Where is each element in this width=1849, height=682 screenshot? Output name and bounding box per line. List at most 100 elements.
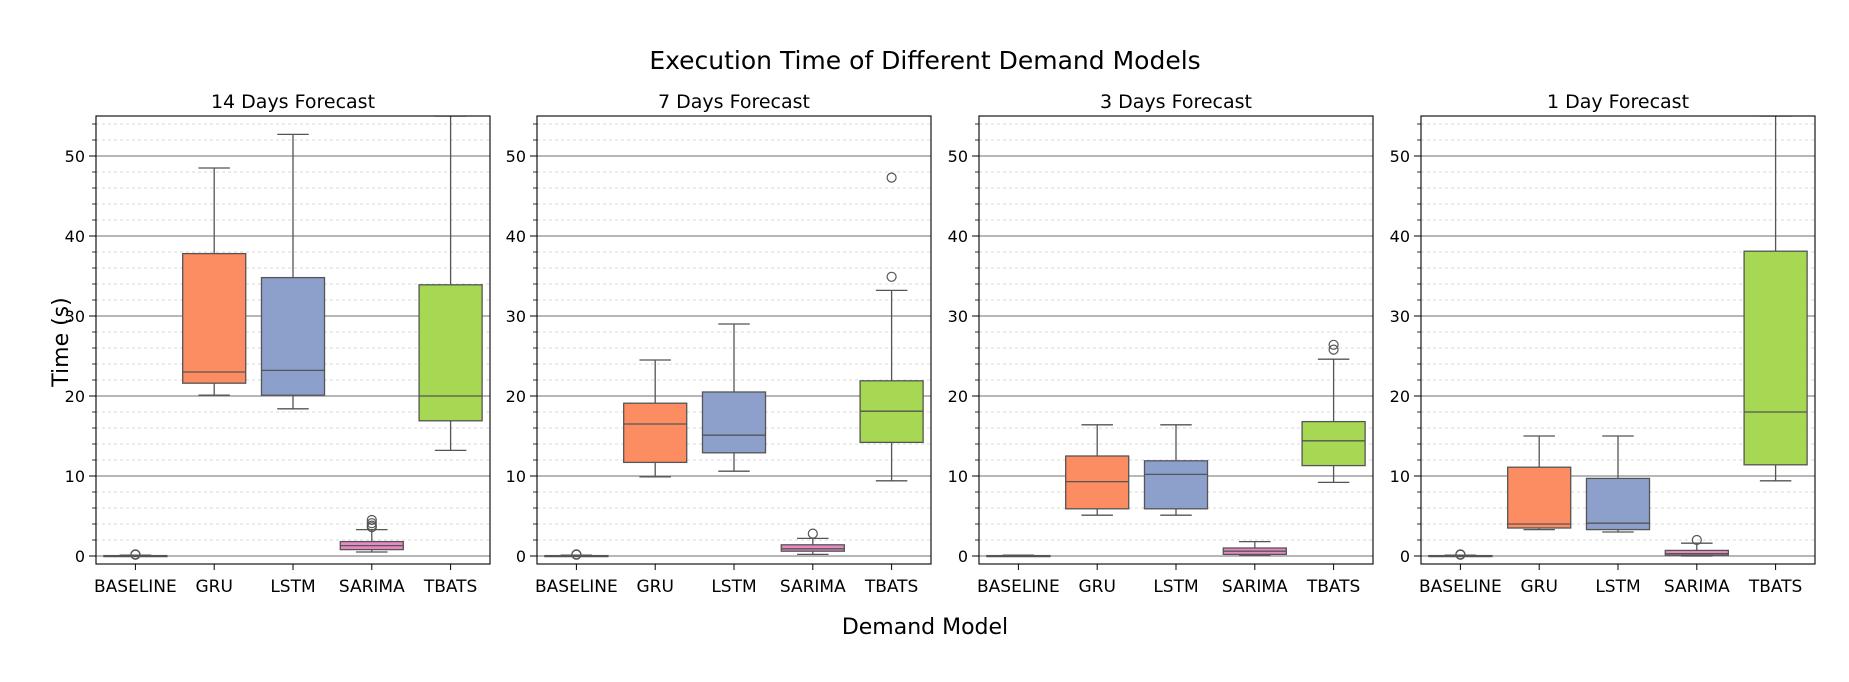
outlier-point (886, 271, 897, 282)
panel-title: 3 Days Forecast (1100, 91, 1252, 113)
panel-title: 7 Days Forecast (658, 91, 810, 113)
box-lstm (1143, 424, 1209, 516)
box-baseline (544, 549, 609, 560)
outlier-point (1328, 339, 1339, 350)
x-tick-label: SARIMA (339, 577, 405, 597)
iqr-box (1143, 460, 1209, 510)
x-tick-label: SARIMA (1222, 577, 1288, 597)
panel-4: 0 10 20 30 40 50 BASELINE GRU LSTM SARIMA TBATS 1 D… (1390, 91, 1816, 597)
x-tick-label: LSTM (270, 577, 315, 597)
iqr-box (1065, 455, 1130, 510)
axes-frame (95, 115, 491, 565)
panels: 0 10 20 30 40 50 BASELINE GRU LSTM SARIMA TBATS 14 … (65, 91, 1816, 597)
box-baseline (1428, 549, 1493, 560)
axes-frame (978, 115, 1374, 565)
y-tick-label: 0 (75, 547, 85, 566)
y-tick-label: 10 (506, 467, 526, 486)
y-tick-label: 40 (65, 227, 85, 246)
x-tick-label: LSTM (1153, 577, 1198, 597)
x-tick-label: SARIMA (780, 577, 846, 597)
axes-frame (1420, 115, 1816, 565)
y-tick-label: 30 (506, 307, 526, 326)
box-gru (623, 359, 688, 478)
outlier-point (1691, 534, 1702, 546)
panel-3: 0 10 20 30 40 50 BASELINE GRU LSTM SARIMA TBATS 3 D… (948, 91, 1374, 597)
x-tick-label: GRU (1078, 577, 1115, 597)
box-lstm (260, 133, 326, 410)
axes-frame (536, 115, 932, 565)
y-tick-label: 20 (948, 387, 968, 406)
y-tick-label: 50 (1390, 147, 1410, 166)
box-tbats (1743, 116, 1808, 482)
iqr-box (418, 284, 483, 422)
box-sarima (1664, 534, 1729, 557)
x-tick-label: BASELINE (94, 577, 177, 597)
y-tick-label: 10 (1390, 467, 1410, 486)
outlier-point (130, 549, 141, 560)
y-tick-label: 50 (506, 147, 526, 166)
iqr-box (1664, 549, 1729, 556)
y-axis-label: Time (s) (49, 297, 74, 387)
box-tbats (418, 116, 483, 452)
iqr-box (1743, 250, 1808, 466)
box-sarima (339, 514, 404, 553)
box-sarima (1222, 540, 1287, 556)
y-tick-label: 30 (1390, 307, 1410, 326)
x-tick-label: LSTM (711, 577, 756, 597)
iqr-box (260, 276, 326, 396)
outlier-point (1455, 549, 1466, 560)
y-tick-label: 10 (948, 467, 968, 486)
outlier-point (807, 528, 818, 539)
panel-1: 0 10 20 30 40 50 BASELINE GRU LSTM SARIMA TBATS 14 … (65, 91, 491, 597)
y-tick-label: 30 (65, 307, 85, 326)
y-tick-label: 10 (65, 467, 85, 486)
x-tick-label: BASELINE (1419, 577, 1502, 597)
iqr-box (623, 402, 688, 464)
box-tbats (1301, 339, 1366, 484)
box-baseline (103, 549, 168, 560)
y-tick-label: 20 (65, 387, 85, 406)
iqr-box (182, 252, 247, 384)
outlier-point (571, 549, 582, 560)
x-tick-label: GRU (195, 577, 232, 597)
y-tick-label: 40 (506, 227, 526, 246)
panel-title: 1 Day Forecast (1547, 91, 1689, 113)
box-lstm (701, 323, 767, 472)
iqr-box (1507, 466, 1572, 529)
iqr-box (1585, 477, 1651, 531)
y-tick-label: 40 (1390, 227, 1410, 246)
panel-2: 0 10 20 30 40 50 BASELINE GRU LSTM SARIMA TBATS 7 D… (506, 91, 932, 597)
outlier-point (1328, 344, 1339, 355)
y-tick-label: 40 (948, 227, 968, 246)
x-tick-label: GRU (636, 577, 673, 597)
y-tick-label: 0 (516, 547, 526, 566)
x-tick-label: SARIMA (1664, 577, 1730, 597)
x-tick-label: TBATS (1748, 577, 1803, 597)
iqr-box (780, 544, 845, 552)
outlier-point (366, 518, 377, 529)
y-tick-label: 30 (948, 307, 968, 326)
y-tick-label: 50 (948, 147, 968, 166)
outlier-point (366, 514, 377, 526)
iqr-box (1301, 420, 1366, 467)
x-tick-label: BASELINE (535, 577, 618, 597)
x-tick-label: GRU (1520, 577, 1557, 597)
y-tick-label: 50 (65, 147, 85, 166)
box-lstm (1585, 435, 1651, 533)
y-tick-label: 20 (1390, 387, 1410, 406)
iqr-box (701, 391, 767, 454)
y-tick-label: 20 (506, 387, 526, 406)
box-gru (1065, 424, 1130, 516)
box-gru (1507, 435, 1572, 531)
x-tick-label: TBATS (1306, 577, 1361, 597)
x-tick-label: BASELINE (977, 577, 1060, 597)
x-tick-label: LSTM (1595, 577, 1640, 597)
y-tick-label: 0 (1400, 547, 1410, 566)
x-tick-label: TBATS (423, 577, 478, 597)
outlier-point (886, 172, 897, 183)
box-baseline (986, 554, 1051, 558)
figure-title: Execution Time of Different Demand Model… (649, 46, 1200, 75)
x-tick-label: TBATS (864, 577, 919, 597)
x-axis-label: Demand Model (842, 615, 1008, 640)
